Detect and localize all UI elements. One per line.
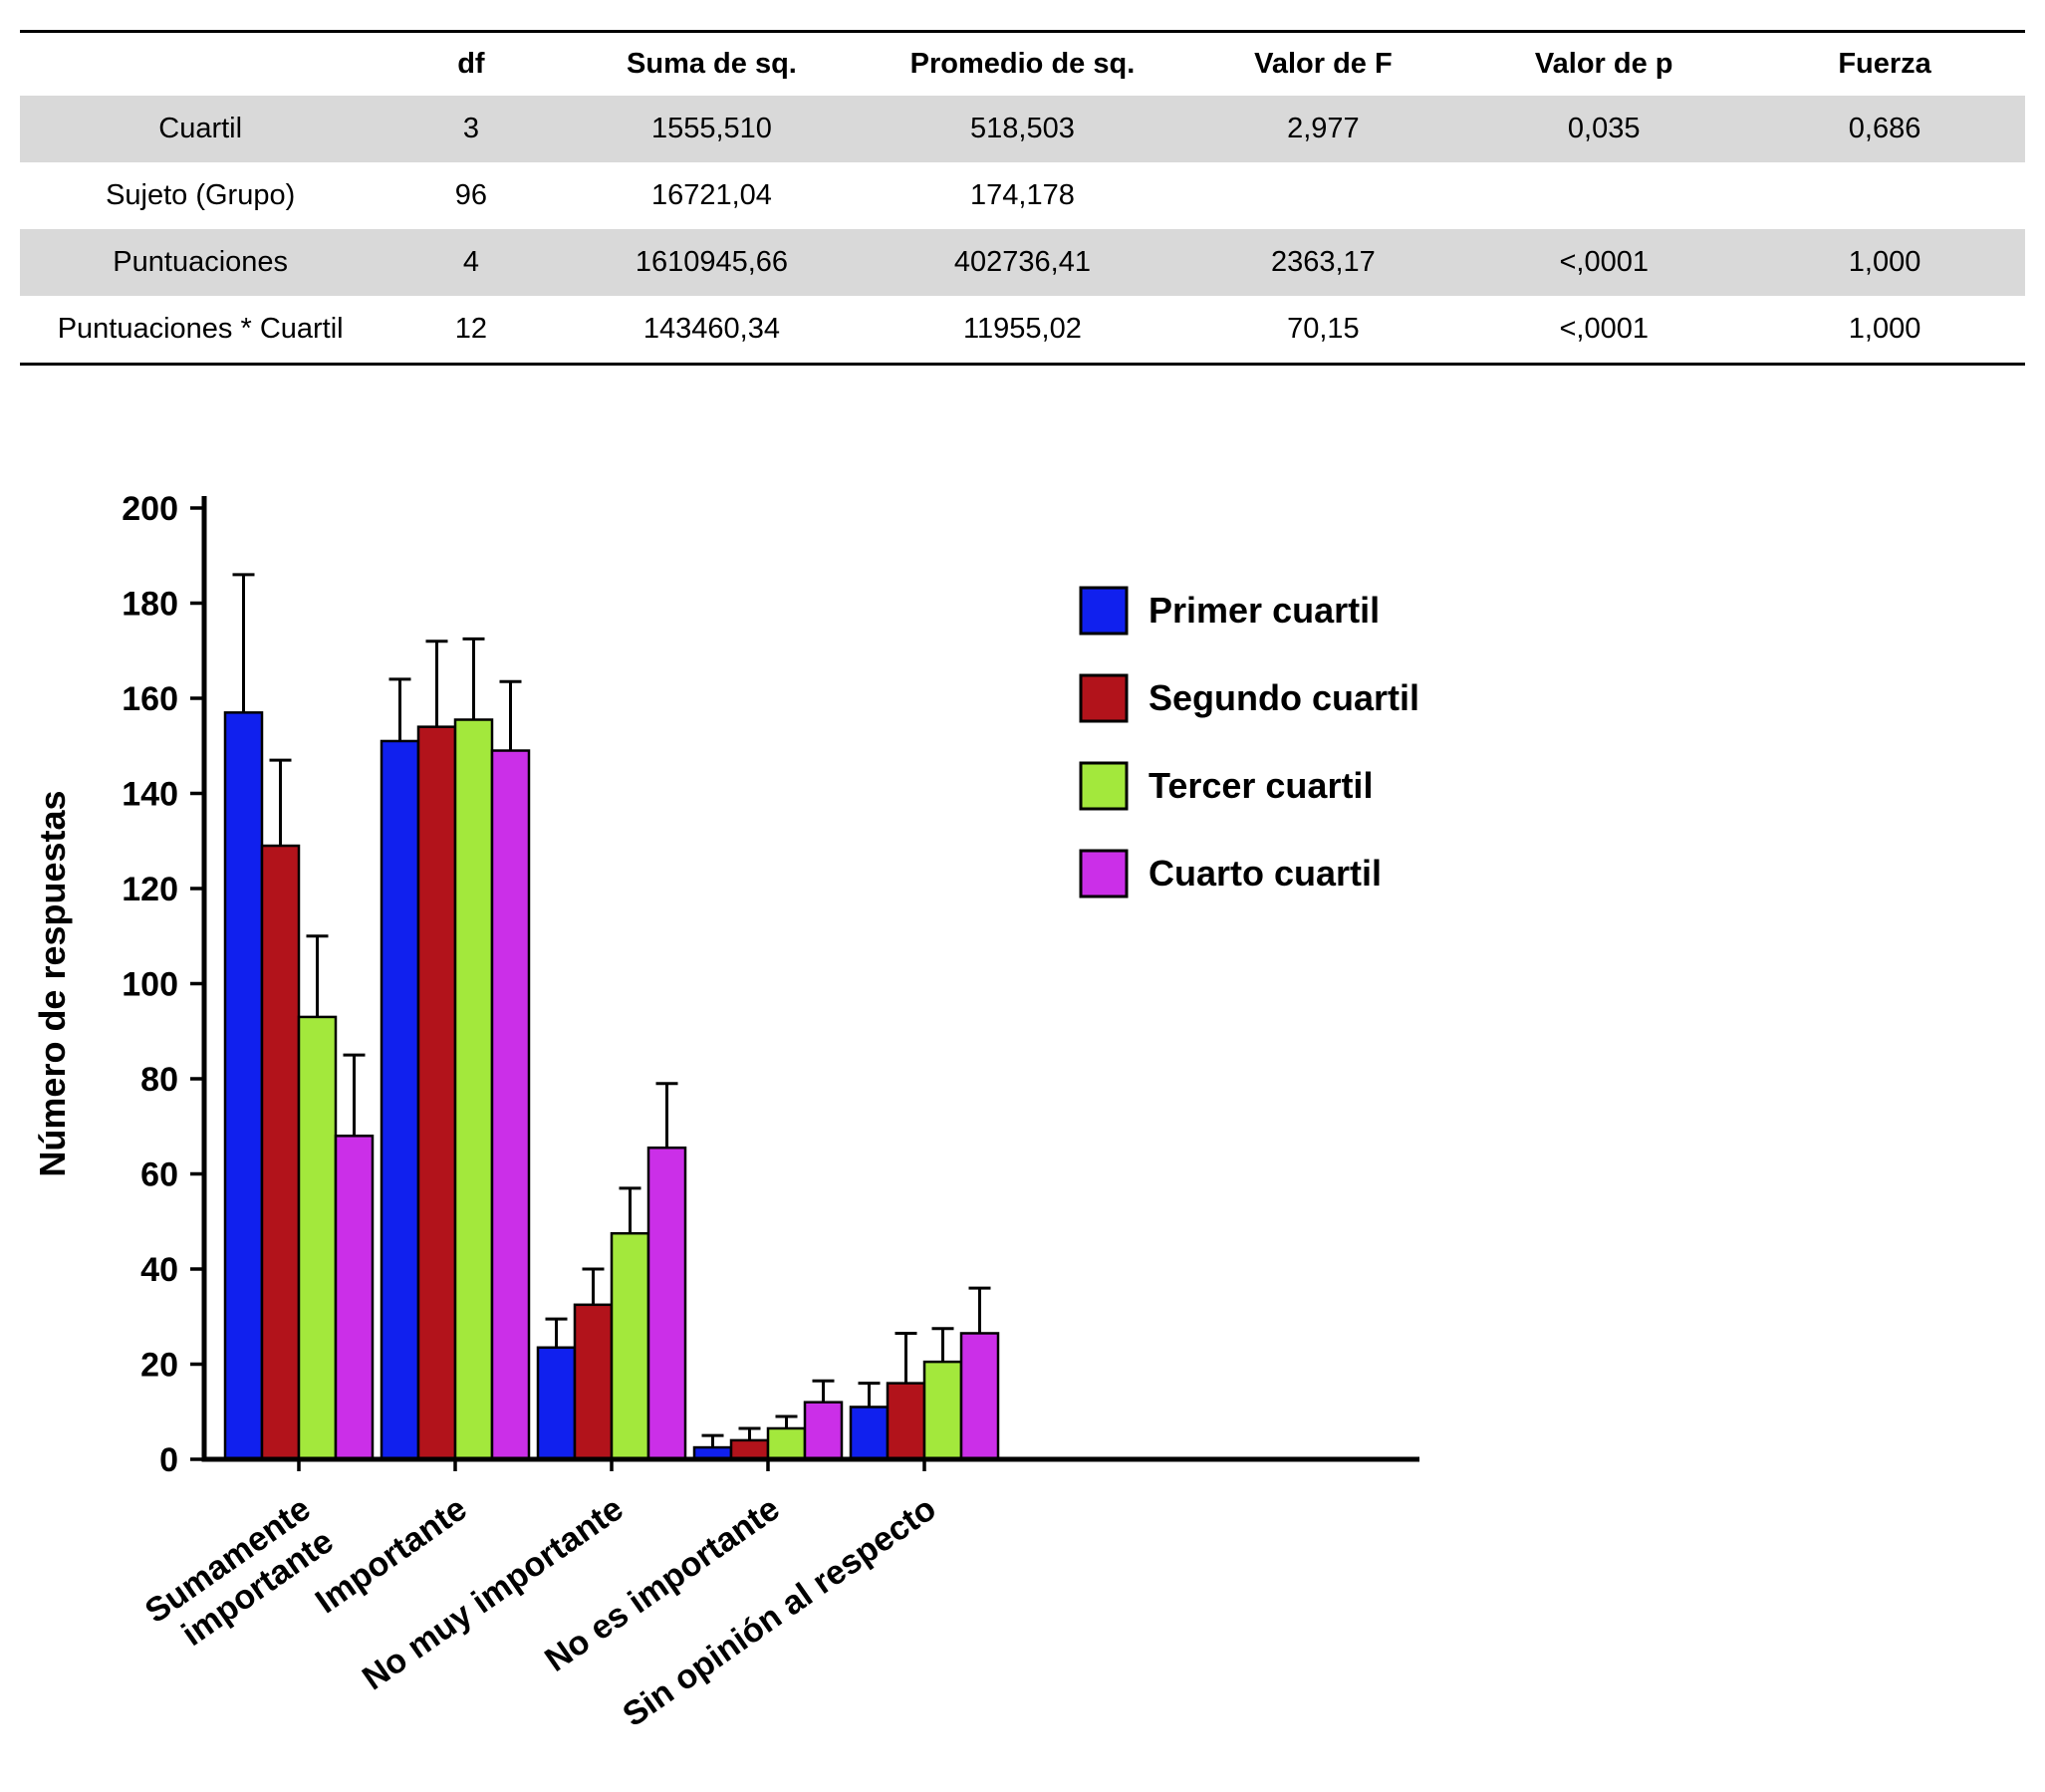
table-row: Sujeto (Grupo) 96 16721,04 174,178 [20, 162, 2025, 229]
legend-label: Primer cuartil [1149, 590, 1380, 631]
table-cell: 518,503 [970, 113, 1075, 144]
table-cell: 3 [462, 113, 479, 144]
bar [380, 739, 420, 1461]
table-header-row: df Suma de sq. Promedio de sq. Valor de F Va… [20, 31, 2025, 97]
bar [573, 1303, 614, 1461]
table-row: Puntuaciones 4 1610945,66 402736,41 2363,17 <… [20, 229, 2025, 296]
table-header-cell [20, 32, 381, 97]
bar [646, 1146, 687, 1461]
bar [849, 1406, 890, 1461]
y-tick-label: 100 [122, 966, 178, 1004]
bar [223, 711, 264, 1461]
table-cell: 16721,04 [650, 179, 772, 211]
y-tick-label: 180 [122, 586, 178, 624]
table-cell: 12 [454, 313, 488, 345]
table-cell: 174,178 [970, 179, 1075, 211]
y-tick-label: 80 [140, 1061, 178, 1099]
table-header-cell: Valor de F [1254, 48, 1393, 80]
table-cell: 1610945,66 [635, 246, 789, 278]
y-tick-label: 160 [122, 680, 178, 718]
bar [536, 1346, 577, 1461]
table-cell [1183, 162, 1464, 229]
table-cell: 2363,17 [1270, 246, 1376, 278]
bar [729, 1438, 770, 1461]
x-category-label: Sumamenteimportante [138, 1489, 341, 1663]
bar-chart: Sumamenteimportante Importante No muy impo… [25, 433, 1519, 1792]
legend-label: Tercer cuartil [1149, 765, 1373, 806]
legend-swatch [1079, 673, 1129, 723]
row-label: Cuartil [158, 113, 243, 144]
table-header-cell: df [457, 48, 485, 80]
y-tick-label: 140 [122, 776, 178, 814]
anova-table: df Suma de sq. Promedio de sq. Valor de F Va… [20, 30, 2025, 366]
table-cell: 2,977 [1287, 113, 1360, 144]
table-header-cell: Promedio de sq. [909, 48, 1136, 80]
bar [416, 725, 457, 1461]
table-cell: <,0001 [1559, 313, 1649, 345]
row-label: Puntuaciones * Cuartil [57, 313, 344, 345]
legend-label: Cuarto cuartil [1149, 853, 1382, 894]
bar [766, 1426, 807, 1461]
table-header-cell: Suma de sq. [627, 48, 797, 80]
table-cell: <,0001 [1559, 246, 1649, 278]
bar [260, 844, 301, 1461]
table-cell [1744, 162, 2025, 229]
bar [334, 1135, 375, 1461]
table-header-cell: Valor de p [1534, 48, 1673, 80]
x-category-label: No muy importante [356, 1489, 631, 1697]
table-row: Cuartil 3 1555,510 518,503 2,977 0,035 0,686 [20, 96, 2025, 162]
x-category-label: Sin opinión al respecto [616, 1489, 942, 1734]
y-axis-title: Número de respuestas [32, 790, 73, 1176]
table-cell: 96 [454, 179, 488, 211]
table-cell: 0,686 [1848, 113, 1921, 144]
y-tick-label: 40 [140, 1251, 178, 1289]
bar [490, 749, 531, 1461]
y-tick-label: 200 [122, 490, 178, 528]
y-tick-label: 0 [159, 1441, 178, 1479]
legend-swatch [1079, 761, 1129, 811]
table-cell: 402736,41 [953, 246, 1091, 278]
row-label: Puntuaciones [113, 246, 289, 278]
bar [886, 1382, 926, 1461]
bar [453, 718, 494, 1461]
table-cell: 4 [462, 246, 479, 278]
legend-swatch [1079, 849, 1129, 898]
y-tick-label: 20 [140, 1347, 178, 1385]
y-tick-label: 60 [140, 1156, 178, 1194]
table-cell: 143460,34 [642, 313, 780, 345]
y-tick-label: 120 [122, 871, 178, 908]
table-cell: 1,000 [1848, 313, 1921, 345]
table-cell: 1555,510 [650, 113, 772, 144]
bar [297, 1015, 338, 1461]
bar [803, 1401, 844, 1461]
table-row: Puntuaciones * Cuartil 12 143460,34 11955,0… [20, 296, 2025, 365]
row-label: Sujeto (Grupo) [106, 179, 296, 211]
table-header-cell: Fuerza [1838, 48, 1931, 80]
legend-label: Segundo cuartil [1149, 677, 1419, 718]
table-cell [1463, 162, 1744, 229]
table-cell: 70,15 [1287, 313, 1360, 345]
table-cell: 1,000 [1848, 246, 1921, 278]
table-cell: 0,035 [1567, 113, 1641, 144]
bar [959, 1332, 1000, 1461]
bar [610, 1231, 650, 1461]
legend-swatch [1079, 586, 1129, 636]
table-cell: 11955,02 [963, 313, 1082, 345]
bar [922, 1360, 963, 1461]
